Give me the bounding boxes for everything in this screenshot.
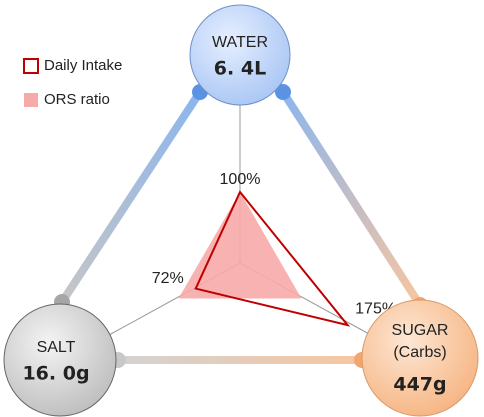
connectors <box>58 88 424 364</box>
value-label: 100% <box>220 171 261 188</box>
plot: 100%175%72% <box>152 171 396 327</box>
water-node <box>189 4 291 106</box>
axis-amount: 16. 0g <box>22 363 89 385</box>
connector <box>58 88 204 306</box>
connector-dot <box>275 84 291 100</box>
legend-label: Daily Intake <box>44 57 122 74</box>
axis-label: SUGAR <box>392 322 449 339</box>
legend-swatch <box>24 93 38 107</box>
outline <box>194 190 351 327</box>
sugar-node <box>361 299 479 417</box>
legend-swatch <box>23 58 39 74</box>
axis-label: WATER <box>212 34 268 51</box>
salt-node <box>3 303 117 417</box>
labels: WATER 6. 4L SUGAR (Carbs) 447g SALT 16. 0g <box>22 34 448 395</box>
axis-amount: 447g <box>393 374 446 396</box>
connector <box>279 88 424 309</box>
value-label: 72% <box>152 270 184 287</box>
axis-label: (Carbs) <box>393 344 446 361</box>
axis-amount: 6. 4L <box>214 58 266 80</box>
legend: Daily Intake ORS ratio <box>23 57 122 108</box>
nodes <box>3 4 479 417</box>
axis-label: SALT <box>37 339 76 356</box>
area <box>178 192 302 299</box>
legend-label: ORS ratio <box>44 91 110 108</box>
